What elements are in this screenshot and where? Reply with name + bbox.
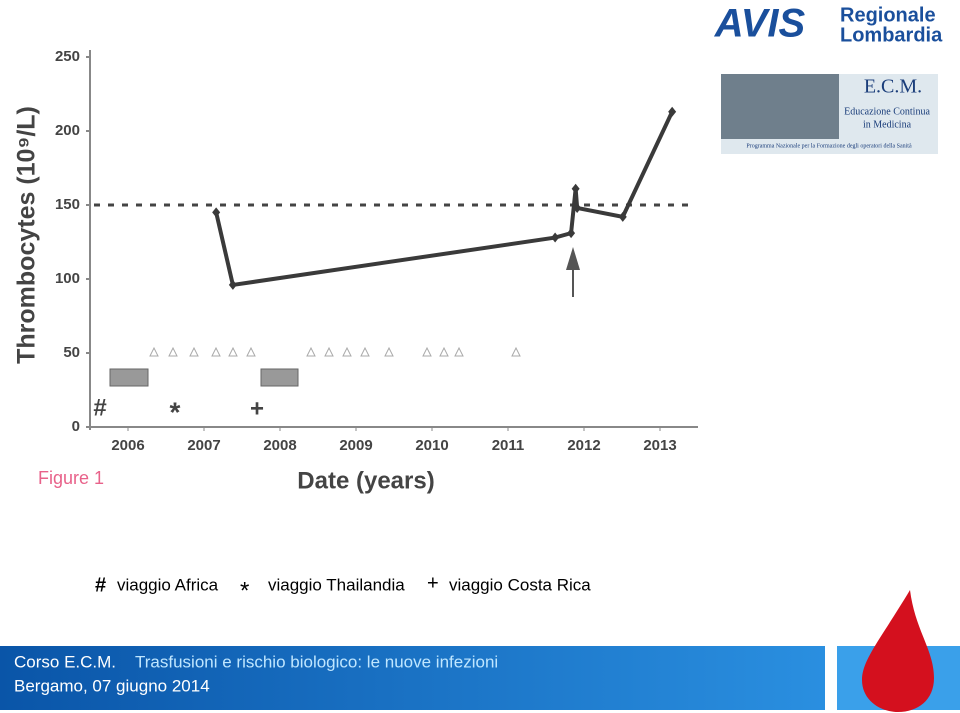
data-point	[571, 183, 580, 194]
x-tick-label: 2012	[567, 437, 600, 454]
blood-drop	[862, 590, 934, 712]
logo-line2: Lombardia	[840, 24, 943, 46]
y-tick-label: 50	[63, 344, 80, 361]
y-tick-label: 150	[55, 196, 80, 213]
legend-symbol: *	[240, 577, 249, 604]
footer-course: Corso E.C.M.	[14, 652, 116, 671]
x-tick-label: 2008	[263, 437, 296, 454]
x-tick-label: 2011	[492, 437, 525, 454]
event-bar	[109, 368, 149, 387]
y-tick-label: 200	[55, 122, 80, 139]
footer-place: Bergamo, 07 giugno 2014	[14, 676, 210, 695]
x-axis-label: Date (years)	[297, 467, 434, 494]
figure-label: Figure 1	[38, 468, 104, 488]
x-tick-label: 2006	[111, 437, 144, 454]
ecm-title: E.C.M.	[864, 76, 922, 98]
legend-text: viaggio Costa Rica	[449, 575, 591, 594]
event-triangles	[149, 346, 521, 357]
event-bar	[260, 368, 299, 387]
event-symbol: *	[170, 396, 181, 427]
logo-line1: Regionale	[840, 4, 936, 26]
data-point	[212, 207, 221, 218]
data-point	[567, 228, 576, 239]
logo-brand: AVIS	[714, 2, 806, 46]
legend-text: viaggio Thailandia	[268, 575, 405, 594]
data-point	[573, 202, 582, 213]
footer-bar	[0, 646, 825, 710]
y-tick-label: 100	[55, 270, 80, 287]
data-point	[668, 106, 677, 117]
ecm-line2: in Medicina	[863, 119, 912, 130]
ecm-picture	[721, 74, 839, 139]
ecm-footer: Programma Nazionale per la Formazione de…	[746, 143, 912, 149]
x-tick-label: 2007	[187, 437, 220, 454]
x-tick-label: 2009	[339, 437, 372, 454]
data-point	[618, 211, 627, 222]
legend-symbol: +	[427, 572, 439, 594]
data-point	[551, 232, 560, 243]
legend-text: viaggio Africa	[117, 575, 219, 594]
y-tick-label: 0	[72, 418, 80, 435]
data-line	[214, 110, 674, 288]
x-tick-label: 2013	[643, 437, 676, 454]
event-symbol: #	[93, 394, 106, 421]
ecm-line1: Educazione Continua	[844, 106, 930, 117]
y-tick-label: 250	[55, 48, 80, 65]
event-symbol: +	[250, 395, 264, 422]
arrow-head	[566, 247, 580, 270]
x-tick-label: 2010	[415, 437, 448, 454]
legend-symbol: #	[95, 574, 106, 596]
data-point	[228, 279, 237, 290]
footer-topic: Trasfusioni e rischio biologico: le nuov…	[135, 652, 498, 671]
y-axis-label: Thrombocytes (10⁹/L)	[13, 106, 41, 364]
